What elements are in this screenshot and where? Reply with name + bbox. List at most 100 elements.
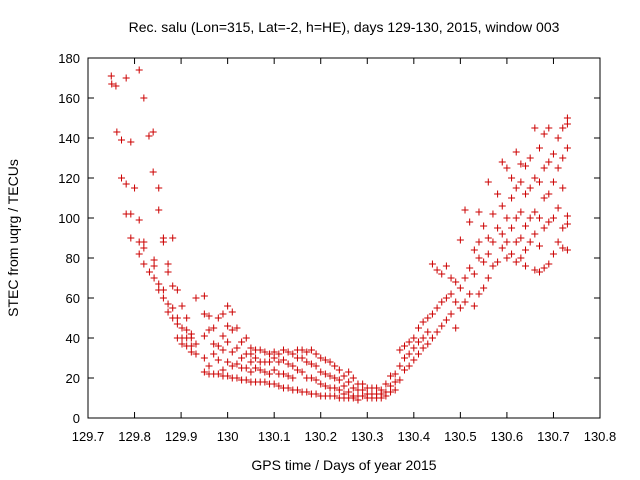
data-point xyxy=(387,382,395,390)
data-point xyxy=(535,178,543,186)
data-point xyxy=(414,338,422,346)
data-point xyxy=(178,324,186,332)
data-point xyxy=(242,334,250,342)
data-point xyxy=(503,214,511,222)
data-point xyxy=(247,350,255,358)
data-point xyxy=(335,376,343,384)
data-point xyxy=(345,378,353,386)
data-point xyxy=(108,80,116,88)
data-point xyxy=(233,324,241,332)
data-point xyxy=(554,204,562,212)
data-point xyxy=(503,238,511,246)
data-point xyxy=(559,184,567,192)
data-point xyxy=(238,338,246,346)
data-point xyxy=(312,390,320,398)
plot-frame xyxy=(87,57,601,419)
data-point xyxy=(317,368,325,376)
data-point xyxy=(438,298,446,306)
data-point xyxy=(554,134,562,142)
data-point xyxy=(484,178,492,186)
x-tick-label: 130.6 xyxy=(491,429,524,444)
data-point xyxy=(405,338,413,346)
data-point xyxy=(317,380,325,388)
data-point xyxy=(563,246,571,254)
data-point xyxy=(405,350,413,358)
y-tick-label: 60 xyxy=(66,291,80,306)
data-point xyxy=(252,354,260,362)
data-point xyxy=(414,324,422,332)
data-point xyxy=(554,238,562,246)
data-point xyxy=(414,350,422,358)
data-point xyxy=(512,184,520,192)
data-point xyxy=(284,372,292,380)
data-point xyxy=(145,132,153,140)
data-point xyxy=(155,206,163,214)
data-point xyxy=(205,326,213,334)
data-point xyxy=(164,300,172,308)
data-point xyxy=(178,340,186,348)
data-point xyxy=(549,150,557,158)
data-point xyxy=(233,344,241,352)
x-tick-label: 129.8 xyxy=(118,429,151,444)
data-point xyxy=(192,294,200,302)
data-point xyxy=(345,388,353,396)
data-point xyxy=(512,258,520,266)
data-point xyxy=(387,388,395,396)
data-point xyxy=(545,190,553,198)
data-point xyxy=(275,350,283,358)
data-point xyxy=(266,358,274,366)
data-point xyxy=(512,238,520,246)
data-point xyxy=(526,214,534,222)
data-point xyxy=(155,184,163,192)
data-point xyxy=(433,266,441,274)
data-point xyxy=(289,350,297,358)
data-point xyxy=(563,114,571,122)
data-point xyxy=(424,340,432,348)
data-point xyxy=(498,202,506,210)
data-point xyxy=(159,238,167,246)
data-point xyxy=(517,208,525,216)
data-point xyxy=(391,386,399,394)
data-point xyxy=(127,138,135,146)
data-point xyxy=(359,392,367,400)
data-point xyxy=(131,184,139,192)
data-point xyxy=(228,308,236,316)
data-point xyxy=(205,362,213,370)
data-point xyxy=(303,348,311,356)
data-point xyxy=(187,348,195,356)
data-point xyxy=(118,174,126,182)
data-point xyxy=(135,66,143,74)
data-point xyxy=(312,376,320,384)
data-point xyxy=(214,314,222,322)
data-point xyxy=(340,382,348,390)
data-point xyxy=(228,362,236,370)
y-tick-label: 140 xyxy=(58,131,80,146)
data-point xyxy=(331,374,339,382)
data-point xyxy=(349,384,357,392)
data-point xyxy=(200,368,208,376)
data-point xyxy=(428,260,436,268)
data-point xyxy=(266,350,274,358)
data-point xyxy=(396,362,404,370)
data-point xyxy=(256,346,264,354)
x-tick-label: 130 xyxy=(217,429,239,444)
data-point xyxy=(293,386,301,394)
data-point xyxy=(187,334,195,342)
data-point xyxy=(359,380,367,388)
data-point xyxy=(535,242,543,250)
data-point xyxy=(466,264,474,272)
data-point xyxy=(554,164,562,172)
axis-ticks: 129.7 129.8 129.9 130 130.1 130.2 130.3 130.4 13… xyxy=(58,51,616,444)
data-point xyxy=(303,388,311,396)
data-point xyxy=(456,304,464,312)
data-point xyxy=(563,144,571,152)
data-point xyxy=(396,376,404,384)
data-point xyxy=(247,368,255,376)
data-point xyxy=(531,208,539,216)
data-point xyxy=(498,230,506,238)
data-point xyxy=(224,322,232,330)
data-point xyxy=(219,346,227,354)
data-point xyxy=(545,218,553,226)
data-point xyxy=(210,340,218,348)
